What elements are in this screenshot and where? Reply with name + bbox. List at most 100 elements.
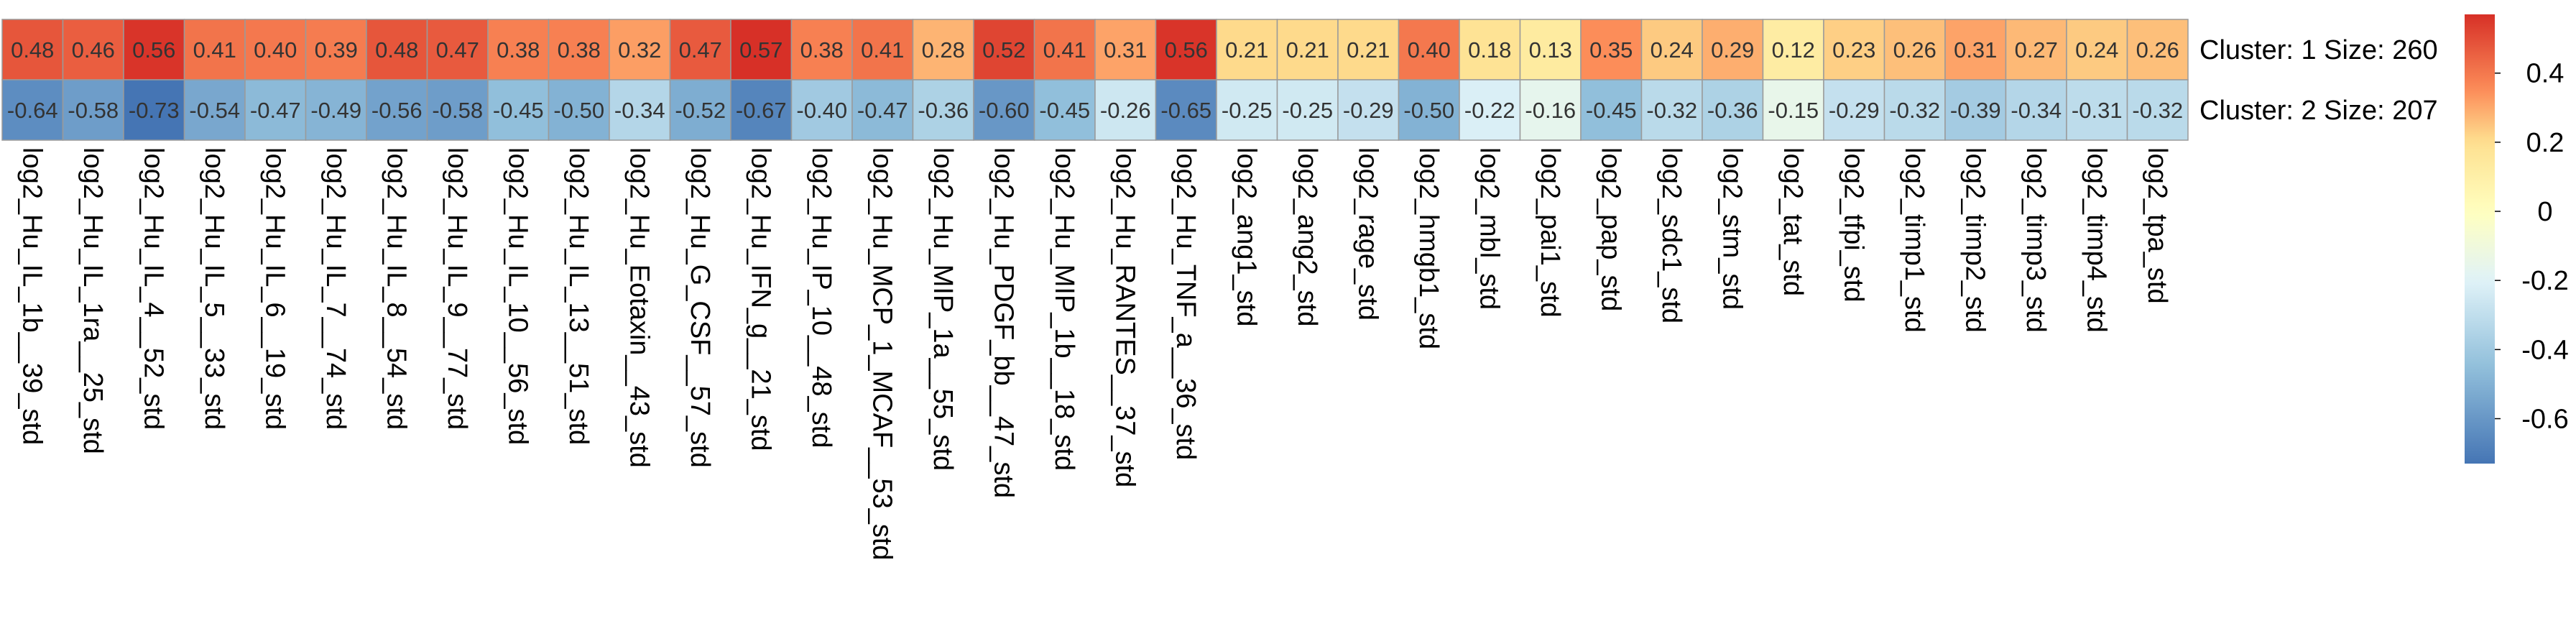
heatmap-cell xyxy=(62,19,124,80)
heatmap-cell xyxy=(790,19,853,80)
heatmap-cell xyxy=(2005,79,2067,141)
heatmap-cell xyxy=(912,19,974,80)
column-label: log2_Hu_MIP_1b__18_std xyxy=(1049,147,1079,471)
colorbar-tick-label: -0.6 xyxy=(2521,405,2568,435)
cell-value-label: 0.41 xyxy=(1043,37,1086,63)
cell-value-label: -0.29 xyxy=(1829,98,1880,123)
cell-value-label: -0.34 xyxy=(614,98,665,123)
column-label: log2_timp4_std xyxy=(2081,147,2111,333)
heatmap-cell xyxy=(669,19,731,80)
heatmap-cell xyxy=(609,79,671,141)
column-label: log2_timp1_std xyxy=(1899,147,1929,333)
heatmap-cell xyxy=(183,79,246,141)
cell-value-label: 0.47 xyxy=(436,37,479,63)
cell-value-label: 0.24 xyxy=(2075,37,2118,63)
cell-value-label: -0.49 xyxy=(310,98,361,123)
heatmap-cell xyxy=(1823,19,1885,80)
heatmap-cell xyxy=(973,19,1035,80)
column-label: log2_Hu_Eotaxin__43_std xyxy=(624,147,654,468)
column-label: log2_ang2_std xyxy=(1292,147,1322,326)
heatmap-cell xyxy=(1,19,64,80)
cell-value-label: 0.31 xyxy=(1954,37,1997,63)
cell-value-label: 0.41 xyxy=(193,37,236,63)
cell-value-label: 0.13 xyxy=(1529,37,1572,63)
cell-value-label: -0.36 xyxy=(1707,98,1758,123)
heatmap-cell xyxy=(366,79,428,141)
cell-value-label: -0.73 xyxy=(129,98,180,123)
column-label: log2_Hu_IL_6__19_std xyxy=(259,147,290,430)
cell-value-label: -0.31 xyxy=(2072,98,2123,123)
cell-value-label: 0.52 xyxy=(982,37,1025,63)
colorbar-tick-label: 0.4 xyxy=(2526,59,2565,89)
column-label: log2_Hu_IL_4__52_std xyxy=(138,147,168,430)
heatmap-cell xyxy=(1762,79,1824,141)
cell-value-label: -0.32 xyxy=(1646,98,1697,123)
heatmap-cell xyxy=(123,19,185,80)
heatmap-cell xyxy=(1033,79,1096,141)
cell-value-label: 0.21 xyxy=(1347,37,1390,63)
cell-value-label: -0.45 xyxy=(1586,98,1637,123)
cell-value-label: 0.56 xyxy=(1165,37,1208,63)
colorbar-tick-label: 0 xyxy=(2537,197,2552,227)
cell-value-label: 0.38 xyxy=(497,37,540,63)
column-label: log2_Hu_G_CSF__57_std xyxy=(685,147,715,468)
cell-value-label: -0.32 xyxy=(2132,98,2183,123)
cell-value-label: -0.58 xyxy=(68,98,119,123)
heatmap-cell xyxy=(548,79,610,141)
cell-value-label: 0.41 xyxy=(861,37,904,63)
row-label: Cluster: 1 Size: 260 xyxy=(2199,35,2438,65)
cell-value-label: -0.25 xyxy=(1222,98,1273,123)
column-label: log2_timp2_std xyxy=(1959,147,1990,333)
column-label: log2_Hu_IL_9__77_std xyxy=(442,147,472,430)
cell-value-label: -0.22 xyxy=(1464,98,1515,123)
column-label: log2_pap_std xyxy=(1595,147,1625,311)
cell-value-label: 0.57 xyxy=(739,37,783,63)
column-label: log2_tpa_std xyxy=(2142,147,2172,304)
cell-value-label: 0.26 xyxy=(1893,37,1936,63)
heatmap-cell xyxy=(1,79,64,141)
colorbar xyxy=(2465,14,2495,464)
heatmap-cell xyxy=(973,79,1035,141)
colorbar-tick-label: 0.2 xyxy=(2526,128,2565,158)
cell-value-label: 0.24 xyxy=(1651,37,1694,63)
cell-value-label: 0.21 xyxy=(1225,37,1268,63)
heatmap-cell xyxy=(730,79,793,141)
cell-value-label: 0.32 xyxy=(618,37,661,63)
heatmap-cell xyxy=(669,79,731,141)
cell-value-label: 0.18 xyxy=(1468,37,1511,63)
cell-value-label: -0.26 xyxy=(1100,98,1151,123)
cell-value-label: 0.56 xyxy=(132,37,175,63)
column-label: log2_Hu_IL_10__56_std xyxy=(502,147,532,445)
column-label: log2_Hu_TNF_a__36_std xyxy=(1171,147,1201,460)
heatmap-cell xyxy=(1094,79,1157,141)
cell-value-label: -0.25 xyxy=(1282,98,1333,123)
heatmap-cell xyxy=(1155,19,1217,80)
heatmap-cell xyxy=(1640,19,1703,80)
column-label: log2_pai1_std xyxy=(1535,147,1565,318)
cell-value-label: -0.34 xyxy=(2011,98,2062,123)
heatmap-cell xyxy=(1155,79,1217,141)
cell-value-label: -0.36 xyxy=(918,98,969,123)
column-label: log2_Hu_IL_1ra__25_std xyxy=(78,147,108,454)
cell-value-label: 0.26 xyxy=(2136,37,2179,63)
cell-value-label: 0.39 xyxy=(315,37,358,63)
column-label: log2_Hu_IP_10__48_std xyxy=(806,147,836,448)
heatmap-cell xyxy=(305,79,367,141)
heatmap-cell xyxy=(1640,79,1703,141)
cell-value-label: 0.27 xyxy=(2015,37,2058,63)
colorbar-tick-label: -0.4 xyxy=(2521,335,2568,365)
column-label: log2_Hu_MIP_1a__55_std xyxy=(928,147,958,471)
cell-value-label: 0.28 xyxy=(922,37,965,63)
column-label: log2_mbl_std xyxy=(1474,147,1504,310)
cell-value-label: 0.12 xyxy=(1772,37,1815,63)
heatmap-cell xyxy=(2126,79,2189,141)
column-label: log2_timp3_std xyxy=(2021,147,2051,333)
cell-value-label: -0.52 xyxy=(675,98,726,123)
heatmap-cell xyxy=(1094,19,1157,80)
heatmap-cell xyxy=(851,79,914,141)
cell-value-label: -0.60 xyxy=(979,98,1030,123)
heatmap-cell xyxy=(1216,79,1278,141)
heatmap-cell xyxy=(1702,19,1764,80)
cell-value-label: -0.45 xyxy=(493,98,544,123)
cell-value-label: -0.47 xyxy=(857,98,908,123)
